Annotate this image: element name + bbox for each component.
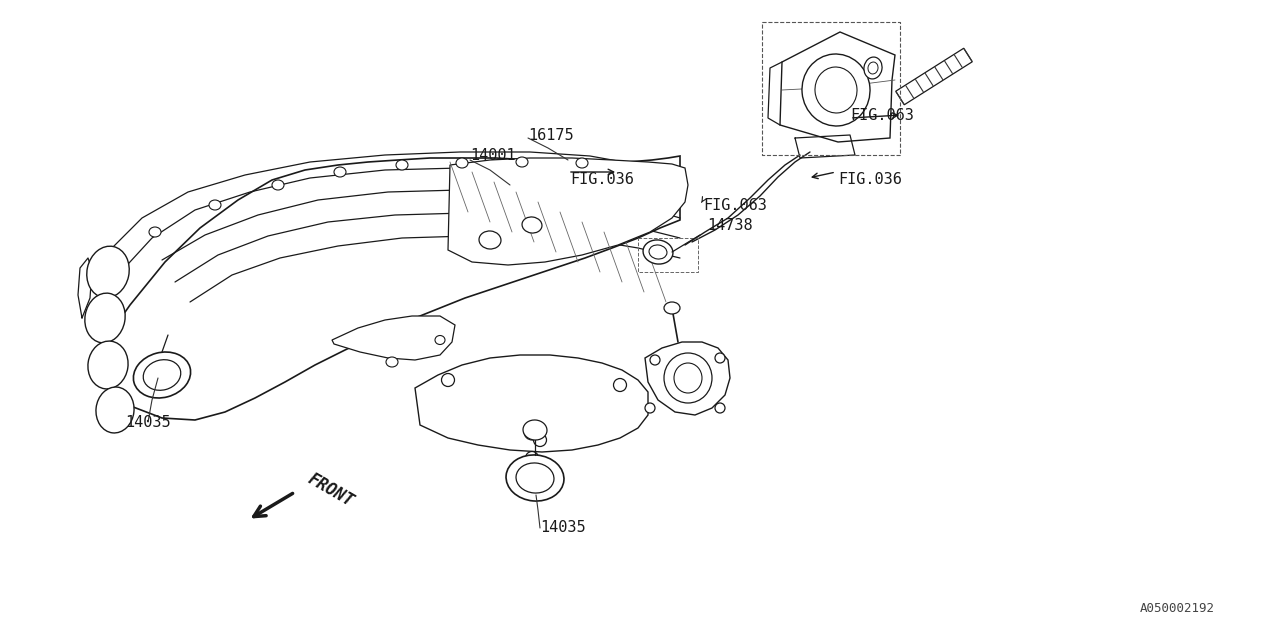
Ellipse shape — [516, 157, 529, 167]
Ellipse shape — [613, 378, 626, 392]
Ellipse shape — [675, 363, 701, 393]
Text: 14001: 14001 — [470, 148, 516, 163]
Ellipse shape — [87, 246, 129, 298]
Ellipse shape — [209, 200, 221, 210]
Text: 16175: 16175 — [529, 128, 573, 143]
Polygon shape — [780, 32, 895, 142]
Ellipse shape — [864, 57, 882, 79]
Text: FIG.063: FIG.063 — [850, 108, 914, 123]
Polygon shape — [448, 158, 689, 265]
Ellipse shape — [387, 357, 398, 367]
Ellipse shape — [576, 158, 588, 168]
Text: FIG.036: FIG.036 — [570, 172, 634, 187]
Ellipse shape — [143, 360, 180, 390]
Polygon shape — [896, 48, 973, 105]
Ellipse shape — [650, 355, 660, 365]
Ellipse shape — [645, 403, 655, 413]
Ellipse shape — [479, 231, 500, 249]
Ellipse shape — [133, 352, 191, 398]
Ellipse shape — [88, 341, 128, 389]
Polygon shape — [415, 355, 648, 452]
Ellipse shape — [148, 227, 161, 237]
Ellipse shape — [273, 180, 284, 190]
Polygon shape — [645, 342, 730, 415]
Text: A050002192: A050002192 — [1140, 602, 1215, 615]
Ellipse shape — [815, 67, 858, 113]
Ellipse shape — [524, 424, 540, 440]
Ellipse shape — [524, 420, 547, 440]
Ellipse shape — [516, 463, 554, 493]
Text: 14035: 14035 — [125, 415, 170, 430]
Ellipse shape — [84, 293, 125, 343]
Ellipse shape — [396, 160, 408, 170]
Polygon shape — [100, 156, 680, 420]
Text: FIG.063: FIG.063 — [703, 198, 767, 213]
Ellipse shape — [96, 387, 134, 433]
Ellipse shape — [643, 240, 673, 264]
Ellipse shape — [716, 403, 724, 413]
Ellipse shape — [522, 217, 541, 233]
Ellipse shape — [868, 62, 878, 74]
Text: FIG.036: FIG.036 — [838, 172, 902, 187]
Ellipse shape — [442, 374, 454, 387]
Text: FRONT: FRONT — [305, 470, 357, 510]
Ellipse shape — [526, 451, 539, 465]
Ellipse shape — [716, 353, 724, 363]
Ellipse shape — [649, 245, 667, 259]
Ellipse shape — [456, 158, 468, 168]
Polygon shape — [332, 316, 454, 360]
Ellipse shape — [803, 54, 870, 126]
Text: 14738: 14738 — [707, 218, 753, 233]
Text: 14035: 14035 — [540, 520, 586, 535]
Ellipse shape — [534, 433, 547, 447]
Ellipse shape — [334, 167, 346, 177]
Ellipse shape — [664, 302, 680, 314]
Ellipse shape — [506, 455, 564, 501]
Ellipse shape — [435, 335, 445, 344]
Ellipse shape — [664, 353, 712, 403]
